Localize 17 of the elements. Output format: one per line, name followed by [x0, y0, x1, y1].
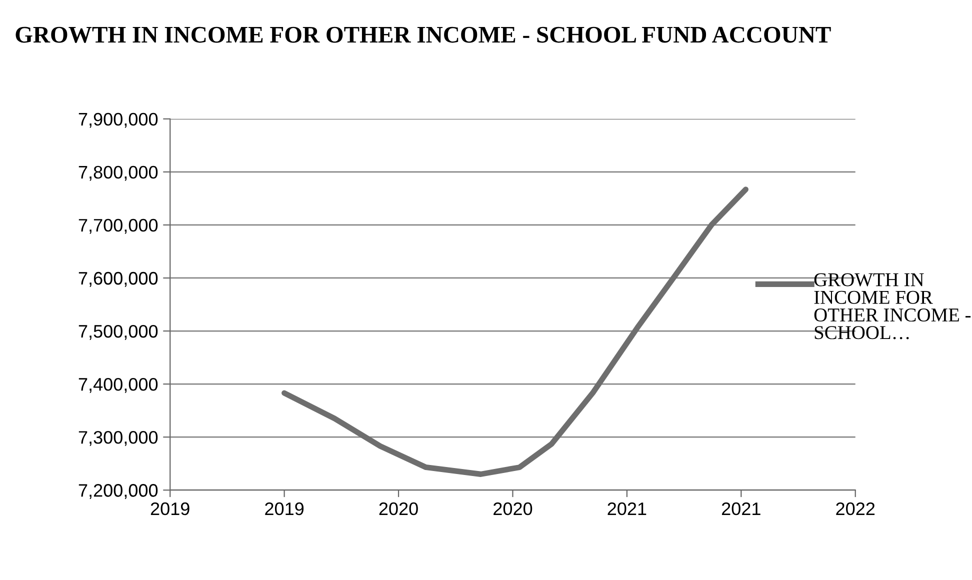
x-tick-label: 2020 — [494, 502, 532, 516]
chart-title: GROWTH IN INCOME FOR OTHER INCOME - SCHOOL FUND ACCOUNT — [16, 26, 831, 43]
x-tick-label: 2022 — [836, 502, 875, 516]
x-tick-label: 2019 — [265, 502, 304, 516]
x-tick-label: 2021 — [608, 502, 646, 516]
y-tick-label: 7,700,000 — [78, 218, 158, 234]
x-tick-label: 2020 — [379, 502, 418, 516]
legend-label: GROWTH IN INCOME FOR OTHER INCOME - SCHOOL… — [814, 273, 971, 340]
x-tick-label: 2019 — [150, 502, 190, 516]
y-tick-label: 7,400,000 — [78, 378, 158, 393]
y-tick-label: 7,800,000 — [78, 166, 158, 181]
y-tick-label: 7,300,000 — [78, 431, 158, 446]
x-tick-label: 2021 — [722, 502, 760, 516]
y-tick-label: 7,200,000 — [78, 484, 158, 499]
y-tick-label: 7,500,000 — [78, 324, 158, 340]
y-tick-label: 7,600,000 — [78, 272, 158, 287]
y-tick-label: 7,900,000 — [78, 112, 158, 128]
